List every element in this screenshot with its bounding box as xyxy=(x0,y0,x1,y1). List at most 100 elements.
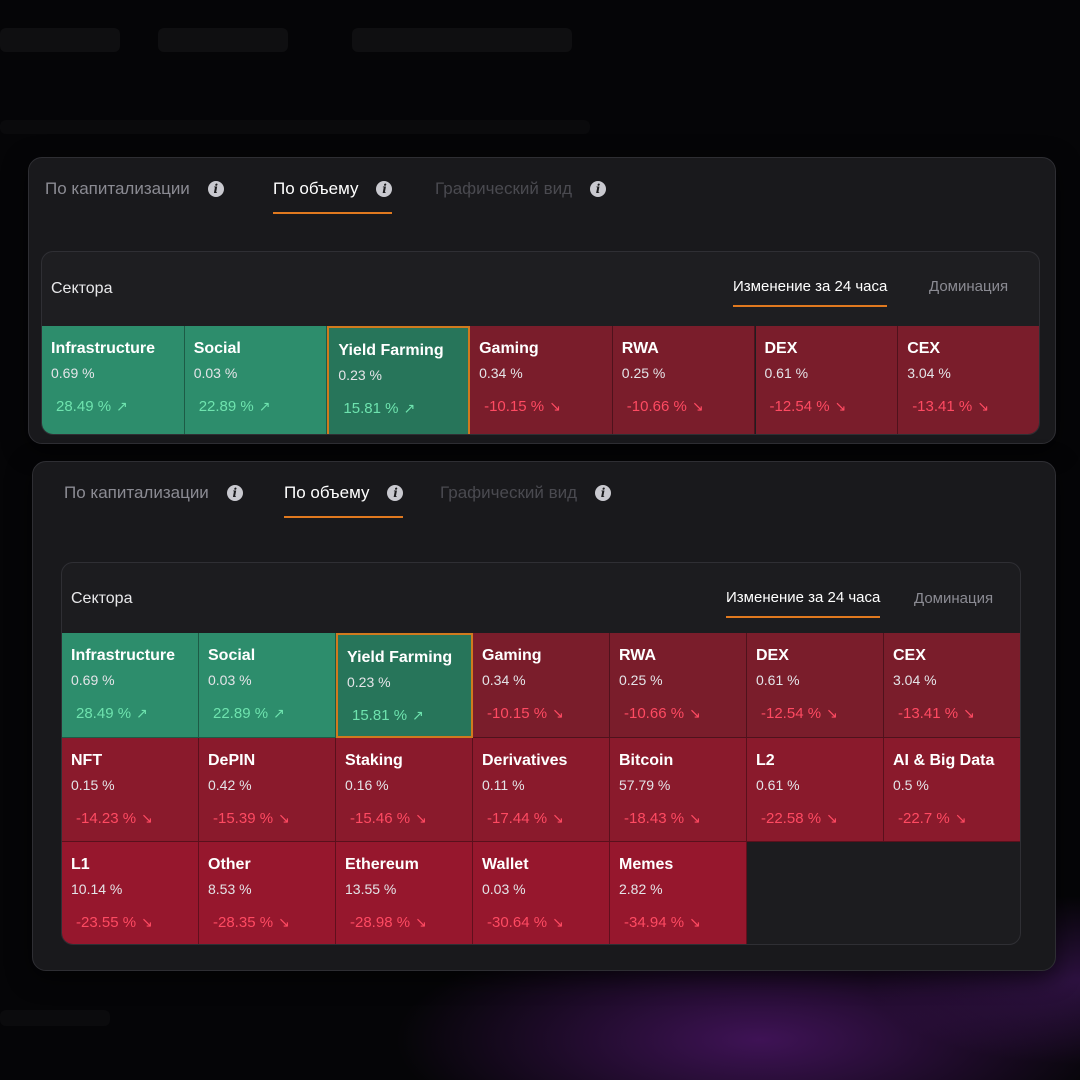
sector-share: 0.5 % xyxy=(893,776,929,793)
sector-tile[interactable]: Other 8.53 % -28.35 % ↘ xyxy=(199,842,336,944)
arrow-down-right-icon: ↘ xyxy=(552,809,564,826)
arrow-down-right-icon: ↘ xyxy=(278,809,290,826)
sector-tile[interactable]: L1 10.14 % -23.55 % ↘ xyxy=(62,842,199,944)
arrow-up-right-icon: ↗ xyxy=(258,398,271,414)
sector-tile[interactable]: RWA 0.25 % -10.66 % ↘ xyxy=(612,326,756,434)
info-icon[interactable]: i xyxy=(376,180,393,197)
sector-share: 0.69 % xyxy=(51,365,95,381)
arrow-down-right-icon: ↘ xyxy=(278,914,290,930)
card-header: Сектора Изменение за 24 часа Доминация xyxy=(62,563,1020,633)
sector-tile[interactable]: Social 0.03 % 22.89 % ↗ xyxy=(184,326,328,434)
sector-change: -22.58 % ↘ xyxy=(761,810,838,827)
sector-name: Gaming xyxy=(479,340,539,357)
sector-share: 0.15 % xyxy=(71,776,115,793)
tab-by-volume[interactable]: По объему i xyxy=(284,482,404,518)
arrow-down-right-icon: ↘ xyxy=(415,914,427,930)
sector-tile[interactable]: Infrastructure 0.69 % 28.49 % ↗ xyxy=(62,633,199,738)
sector-tile[interactable]: Yield Farming 0.23 % 15.81 % ↗ xyxy=(336,633,473,738)
sector-change-value: -28.98 % xyxy=(350,914,411,931)
sector-tile[interactable]: RWA 0.25 % -10.66 % ↘ xyxy=(610,633,747,738)
tab-by-volume[interactable]: По объему i xyxy=(273,178,393,214)
info-icon[interactable]: i xyxy=(207,180,224,197)
sector-name: DEX xyxy=(756,647,789,664)
sector-tile[interactable]: Yield Farming 0.23 % 15.81 % ↗ xyxy=(327,326,471,434)
arrow-down-right-icon: ↘ xyxy=(552,914,564,930)
sector-tile[interactable]: CEX 3.04 % -13.41 % ↘ xyxy=(898,326,1039,434)
sector-name: Staking xyxy=(345,751,403,769)
sector-name: CEX xyxy=(893,647,926,664)
view-tabs: По капитализации i По объему i Графический… xyxy=(29,158,1055,218)
sector-name: Infrastructure xyxy=(51,340,156,357)
segment-dominance[interactable]: Доминация xyxy=(929,278,1009,295)
sector-tile[interactable]: L2 0.61 % -22.58 % ↘ xyxy=(747,737,884,842)
segment-24h-change[interactable]: Изменение за 24 часа xyxy=(726,589,881,618)
card-title: Сектора xyxy=(51,280,113,297)
sector-change: -15.39 % ↘ xyxy=(213,810,290,827)
tab-by-capitalization[interactable]: По капитализации i xyxy=(45,178,224,214)
sectors-panel-compact: По капитализации i По объему i Графический… xyxy=(28,157,1056,444)
sector-change-value: -15.39 % xyxy=(213,809,274,827)
sector-name: L2 xyxy=(756,751,775,769)
card-header: Сектора Изменение за 24 часа Доминация xyxy=(42,252,1039,325)
tab-label: Графический вид xyxy=(435,178,573,198)
sector-tile[interactable]: NFT 0.15 % -14.23 % ↘ xyxy=(62,737,199,842)
sector-change: -12.54 % ↘ xyxy=(761,705,838,722)
sector-share: 0.25 % xyxy=(619,672,663,688)
tab-graphic-view[interactable]: Графический вид i xyxy=(440,482,612,518)
sector-share: 0.03 % xyxy=(193,365,238,381)
tab-by-capitalization[interactable]: По капитализации i xyxy=(64,482,243,518)
sectors-card: Сектора Изменение за 24 часа Доминация I… xyxy=(61,562,1021,945)
sector-tile[interactable]: Gaming 0.34 % -10.15 % ↘ xyxy=(470,326,613,434)
sector-change: 28.49 % ↗ xyxy=(76,705,148,722)
sector-tile[interactable]: Bitcoin 57.79 % -18.43 % ↘ xyxy=(610,737,747,842)
segment-dominance[interactable]: Доминация xyxy=(914,590,994,607)
tab-label: По объему xyxy=(284,482,370,502)
sector-tile[interactable]: Wallet 0.03 % -30.64 % ↘ xyxy=(473,842,610,944)
arrow-up-right-icon: ↗ xyxy=(136,705,148,721)
sector-tile[interactable]: DEX 0.61 % -12.54 % ↘ xyxy=(747,633,884,738)
sector-heatmap: Infrastructure 0.69 % 28.49 % ↗ Social 0.03 %… xyxy=(42,326,1039,434)
sector-tile[interactable]: Ethereum 13.55 % -28.98 % ↘ xyxy=(336,842,473,944)
sector-tile[interactable]: CEX 3.04 % -13.41 % ↘ xyxy=(884,633,1020,738)
sector-share: 0.03 % xyxy=(482,881,526,897)
sector-name: DEX xyxy=(764,340,798,357)
tab-graphic-view[interactable]: Графический вид i xyxy=(435,178,607,214)
sector-change: -12.54 % ↘ xyxy=(770,398,847,415)
sector-share: 10.14 % xyxy=(71,881,123,897)
arrow-down-right-icon: ↘ xyxy=(689,914,701,930)
sector-tile[interactable]: Derivatives 0.11 % -17.44 % ↘ xyxy=(473,737,610,842)
sector-tile[interactable]: DEX 0.61 % -12.54 % ↘ xyxy=(755,326,899,434)
sector-tile[interactable]: AI & Big Data 0.5 % -22.7 % ↘ xyxy=(884,737,1020,842)
sector-name: AI & Big Data xyxy=(893,751,995,769)
info-icon[interactable]: i xyxy=(387,484,404,501)
sector-change-value: -17.44 % xyxy=(487,809,548,827)
sector-change-value: -34.94 % xyxy=(624,914,685,931)
card-title: Сектора xyxy=(71,590,133,607)
sector-tile[interactable]: Gaming 0.34 % -10.15 % ↘ xyxy=(473,633,610,738)
sector-name: Bitcoin xyxy=(619,751,674,769)
sector-change: -10.66 % ↘ xyxy=(624,705,701,722)
sector-change-value: -23.55 % xyxy=(76,914,137,931)
sector-share: 0.34 % xyxy=(482,672,526,688)
info-icon[interactable]: i xyxy=(595,484,612,501)
sector-change: -28.98 % ↘ xyxy=(350,914,427,931)
sector-name: Social xyxy=(193,340,241,357)
arrow-down-right-icon: ↘ xyxy=(963,705,975,721)
info-icon[interactable]: i xyxy=(590,180,607,197)
sector-tile[interactable]: Social 0.03 % 22.89 % ↗ xyxy=(199,633,336,738)
sector-tile[interactable]: Infrastructure 0.69 % 28.49 % ↗ xyxy=(42,326,185,434)
sector-change: 15.81 % ↗ xyxy=(343,400,415,417)
segment-24h-change[interactable]: Изменение за 24 часа xyxy=(733,278,888,307)
sector-name: RWA xyxy=(619,647,657,664)
sector-tile[interactable]: Memes 2.82 % -34.94 % ↘ xyxy=(610,842,747,944)
sector-change: -10.66 % ↘ xyxy=(627,398,704,415)
arrow-up-right-icon: ↗ xyxy=(116,398,128,414)
info-icon[interactable]: i xyxy=(226,484,243,501)
sector-tile[interactable]: Staking 0.16 % -15.46 % ↘ xyxy=(336,737,473,842)
sector-change: 28.49 % ↗ xyxy=(56,398,128,415)
tab-label: По капитализации xyxy=(45,178,190,198)
sector-tile[interactable]: DePIN 0.42 % -15.39 % ↘ xyxy=(199,737,336,842)
sector-name: NFT xyxy=(71,751,103,769)
sector-change-value: 28.49 % xyxy=(56,398,112,415)
